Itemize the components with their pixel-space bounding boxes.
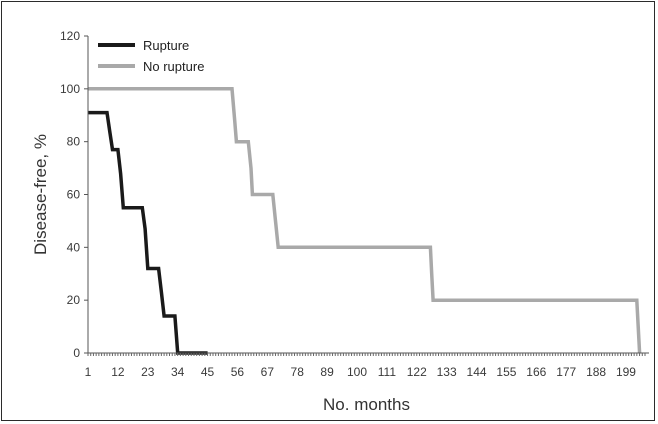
x-tick-label: 23 <box>141 365 155 379</box>
y-tick-label: 40 <box>67 240 81 254</box>
x-tick-label: 155 <box>496 365 516 379</box>
x-tick-label: 122 <box>407 365 427 379</box>
x-axis-title: No. months <box>323 395 410 414</box>
y-tick-label: 100 <box>60 82 80 96</box>
x-tick-label: 144 <box>467 365 487 379</box>
y-axis-title: Disease-free, % <box>31 134 50 255</box>
x-tick-label: 166 <box>526 365 546 379</box>
series-line-no-rupture <box>88 87 642 354</box>
x-tick-label: 89 <box>320 365 334 379</box>
y-tick-label: 0 <box>73 346 80 360</box>
x-tick-label: 1 <box>85 365 92 379</box>
x-tick-label: 45 <box>201 365 215 379</box>
x-tick-label: 111 <box>378 365 397 379</box>
x-tick-label: 188 <box>586 365 606 379</box>
y-tick-label: 20 <box>67 293 81 307</box>
legend-label-no-rupture: No rupture <box>143 59 204 74</box>
x-tick-label: 177 <box>556 365 576 379</box>
x-tick-label: 12 <box>111 365 125 379</box>
legend-label-rupture: Rupture <box>143 38 189 53</box>
x-tick-label: 100 <box>347 365 367 379</box>
y-tick-label: 120 <box>60 29 80 43</box>
x-tick-label: 56 <box>231 365 245 379</box>
y-tick-label: 80 <box>67 135 81 149</box>
y-tick-label: 60 <box>67 188 81 202</box>
x-tick-label: 78 <box>291 365 305 379</box>
x-tick-label: 199 <box>616 365 636 379</box>
x-tick-label: 34 <box>171 365 185 379</box>
x-tick-label: 133 <box>437 365 457 379</box>
legend: Rupture No rupture <box>98 38 204 74</box>
x-tick-label: 67 <box>261 365 275 379</box>
series-line-rupture <box>88 110 208 355</box>
